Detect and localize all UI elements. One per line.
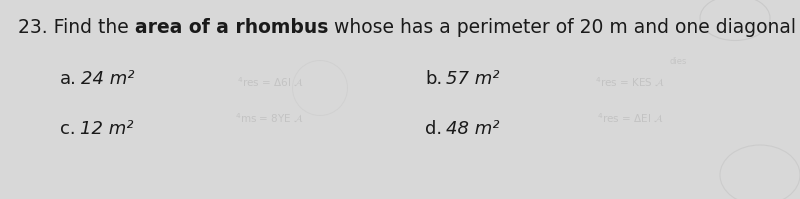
Text: 12 m²: 12 m² — [80, 120, 133, 138]
Text: b.: b. — [425, 70, 442, 88]
Text: $^4$res = $\Delta$6I $\mathcal{A}$: $^4$res = $\Delta$6I $\mathcal{A}$ — [237, 75, 303, 89]
Text: 48 m²: 48 m² — [446, 120, 500, 138]
Text: c.: c. — [60, 120, 76, 138]
Text: $^4$ms = 8YE $\mathcal{A}$: $^4$ms = 8YE $\mathcal{A}$ — [235, 111, 305, 125]
Text: $^4$res = KES $\mathcal{A}$: $^4$res = KES $\mathcal{A}$ — [595, 75, 665, 89]
Text: whose has a perimeter of 20 m and one diagonal that measures 6 m.: whose has a perimeter of 20 m and one di… — [328, 18, 800, 37]
Text: dies: dies — [670, 58, 686, 66]
Text: $^4$res = $\Delta$EI $\mathcal{A}$: $^4$res = $\Delta$EI $\mathcal{A}$ — [597, 111, 663, 125]
Text: area of a rhombus: area of a rhombus — [134, 18, 328, 37]
Text: a.: a. — [60, 70, 77, 88]
Text: d.: d. — [425, 120, 442, 138]
Text: 57 m²: 57 m² — [446, 70, 500, 88]
Text: 24 m²: 24 m² — [81, 70, 134, 88]
Text: 23. Find the: 23. Find the — [18, 18, 134, 37]
